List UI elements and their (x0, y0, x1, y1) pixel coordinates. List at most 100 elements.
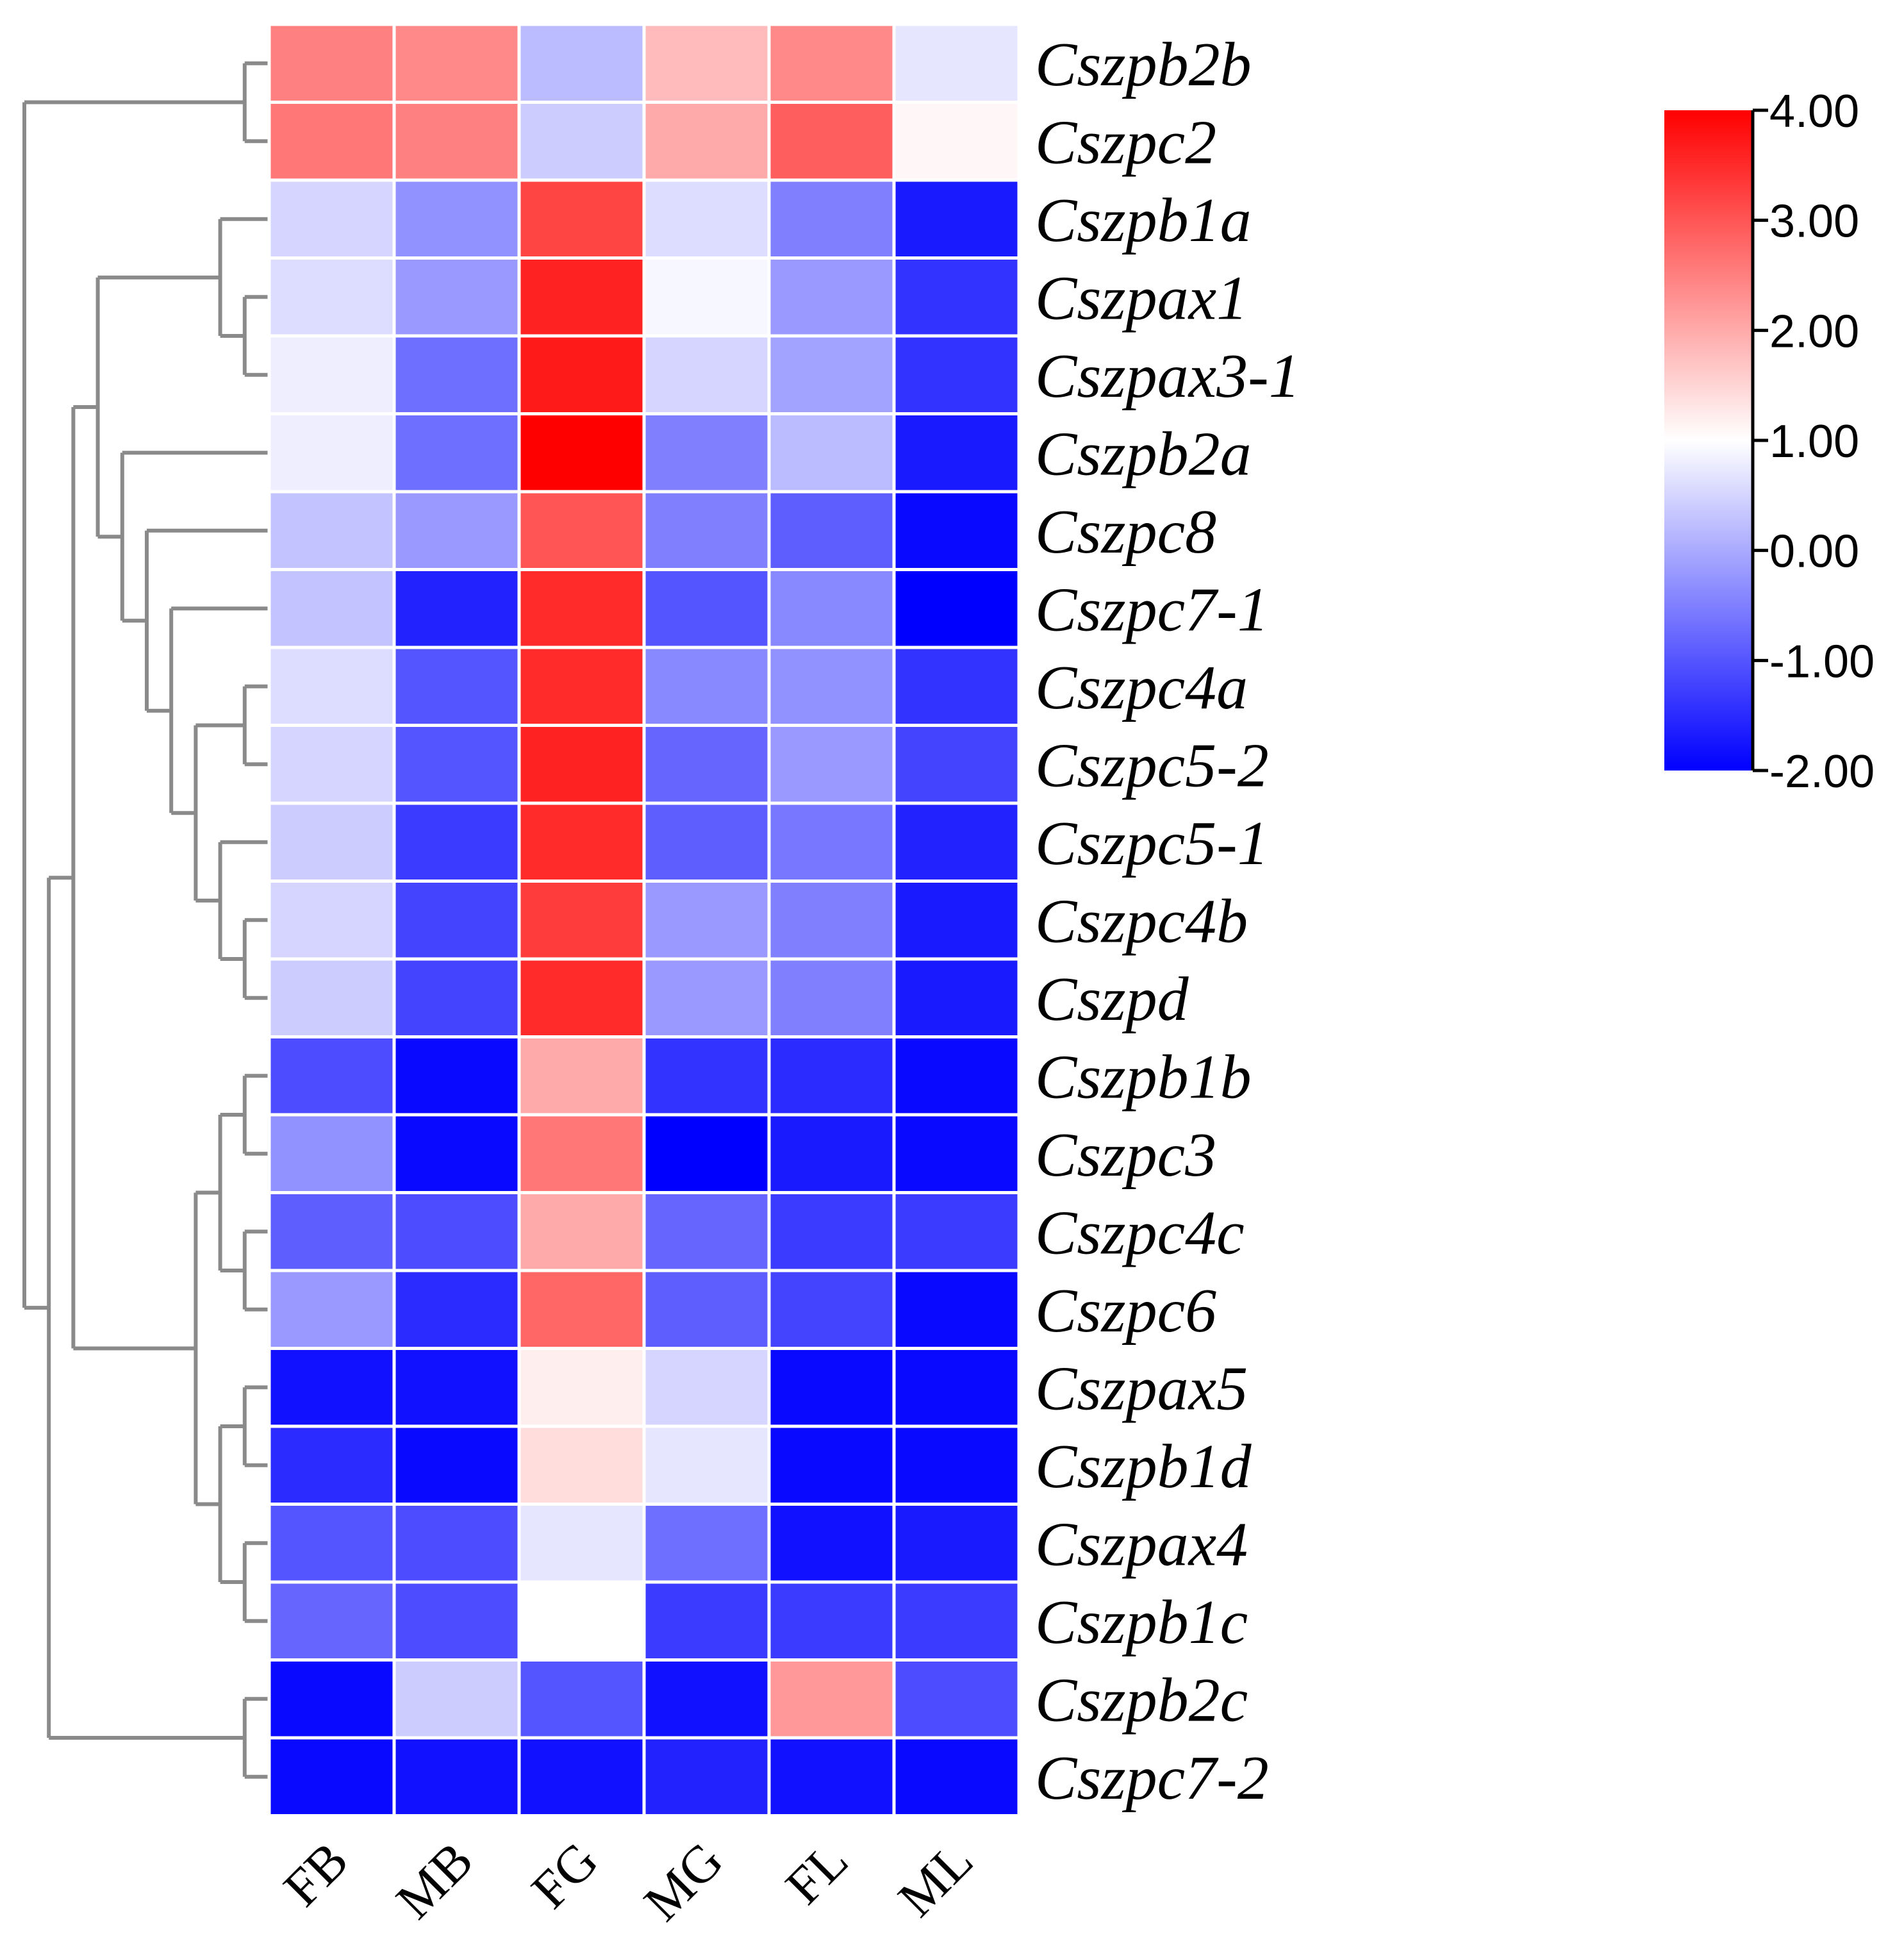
cell-cszpax4-fb (267, 1503, 396, 1584)
row-label-cszpax4: Cszpax4 (1035, 1510, 1248, 1579)
cell-cszpax3-1-mg (642, 334, 771, 415)
cell-cszpc3-mb (392, 1113, 521, 1194)
cell-cszpc4b-mb (392, 879, 521, 961)
cell-cszpc7-1-fl (767, 568, 896, 649)
cell-cszpc5-2-fg (517, 724, 646, 805)
cell-cszpax1-ml (892, 256, 1021, 338)
cell-cszpc8-ml (892, 490, 1021, 571)
cell-cszpb1c-ml (892, 1580, 1021, 1662)
colorbar-tick-label: 0.00 (1769, 526, 1859, 578)
cell-cszpb1c-fg (517, 1580, 646, 1662)
colorbar-tick-label: -1.00 (1769, 636, 1875, 687)
cell-cszpb1d-fg (517, 1424, 646, 1506)
cell-cszpax3-1-fl (767, 334, 896, 415)
row-label-cszpc4c: Cszpc4c (1035, 1198, 1245, 1267)
cell-cszpc5-2-fl (767, 724, 896, 805)
cell-cszpb2a-mb (392, 412, 521, 494)
row-label-cszpb2a: Cszpb2a (1035, 419, 1252, 488)
cell-cszpax4-fl (767, 1503, 896, 1584)
cell-cszpb2b-mb (392, 22, 521, 104)
column-label-fl: FL (774, 1831, 859, 1915)
cell-cszpb1b-ml (892, 1035, 1021, 1117)
cell-cszpc8-mg (642, 490, 771, 571)
cell-cszpc2-mg (642, 101, 771, 182)
column-label-mg: MG (633, 1831, 734, 1932)
cell-cszpb1a-fb (267, 178, 396, 260)
cell-cszpc4c-mb (392, 1191, 521, 1272)
cell-cszpd-ml (892, 957, 1021, 1038)
cell-cszpc7-1-mg (642, 568, 771, 649)
row-label-cszpc4b: Cszpc4b (1035, 887, 1248, 956)
cell-cszpc7-2-fb (267, 1736, 396, 1817)
cell-cszpb2a-fb (267, 412, 396, 494)
row-label-cszpc7-1: Cszpc7-1 (1035, 575, 1269, 644)
cell-cszpd-fb (267, 957, 396, 1038)
row-label-cszpc5-2: Cszpc5-2 (1035, 731, 1269, 800)
row-label-cszpc4a: Cszpc4a (1035, 653, 1248, 722)
cell-cszpc4c-ml (892, 1191, 1021, 1272)
cell-cszpax1-mg (642, 256, 771, 338)
row-labels: Cszpb2b Cszpc2 Cszpb1a Cszpax1 Cszpax3-1 Cszp… (1035, 30, 1300, 1813)
cell-cszpc4c-fb (267, 1191, 396, 1272)
cell-cszpb2a-fl (767, 412, 896, 494)
cell-cszpc5-1-fb (267, 801, 396, 883)
cell-cszpc4a-fl (767, 646, 896, 727)
cell-cszpax3-1-ml (892, 334, 1021, 415)
row-label-cszpax3-1: Cszpax3-1 (1035, 342, 1300, 411)
cell-cszpax5-fg (517, 1347, 646, 1428)
row-label-cszpb2c: Cszpb2c (1035, 1665, 1248, 1735)
cell-cszpc7-1-fg (517, 568, 646, 649)
row-label-cszpc7-2: Cszpc7-2 (1035, 1744, 1269, 1813)
cell-cszpb1a-fl (767, 178, 896, 260)
cell-cszpc8-fg (517, 490, 646, 571)
colorbar-tick-label: 4.00 (1769, 86, 1859, 137)
cell-cszpc4b-ml (892, 879, 1021, 961)
cell-cszpb1b-fb (267, 1035, 396, 1117)
cell-cszpc8-mb (392, 490, 521, 571)
cell-cszpb1d-ml (892, 1424, 1021, 1506)
cell-cszpax1-fg (517, 256, 646, 338)
cell-cszpax3-1-fb (267, 334, 396, 415)
cell-cszpc8-fb (267, 490, 396, 571)
colorbar-tick-label: 3.00 (1769, 196, 1859, 247)
cell-cszpax4-fg (517, 1503, 646, 1584)
cell-cszpax4-ml (892, 1503, 1021, 1584)
cell-cszpd-mg (642, 957, 771, 1038)
cell-cszpax5-ml (892, 1347, 1021, 1428)
cell-cszpc4c-mg (642, 1191, 771, 1272)
cell-cszpc3-ml (892, 1113, 1021, 1194)
cell-cszpax1-fb (267, 256, 396, 338)
row-label-cszpc5-1: Cszpc5-1 (1035, 809, 1269, 878)
cell-cszpax4-mg (642, 1503, 771, 1584)
cell-cszpc5-2-mg (642, 724, 771, 805)
row-dendrogram (22, 61, 269, 1779)
cell-cszpc2-fb (267, 101, 396, 182)
cell-cszpc4b-fl (767, 879, 896, 961)
cell-cszpb1b-fg (517, 1035, 646, 1117)
cell-cszpc7-1-fb (267, 568, 396, 649)
cell-cszpb2b-fl (767, 22, 896, 104)
cell-cszpb2c-fb (267, 1658, 396, 1740)
cell-cszpax5-mg (642, 1347, 771, 1428)
cell-cszpax3-1-mb (392, 334, 521, 415)
cell-cszpc5-1-ml (892, 801, 1021, 883)
cell-cszpb1a-mb (392, 178, 521, 260)
cell-cszpc2-fg (517, 101, 646, 182)
cell-cszpb1d-fl (767, 1424, 896, 1506)
cell-cszpax1-fl (767, 256, 896, 338)
cell-cszpc5-2-fb (267, 724, 396, 805)
cell-cszpax5-fb (267, 1347, 396, 1428)
colorbar: 4.00 3.00 2.00 1.00 0.00 -1.00 -2.00 (1664, 86, 1875, 797)
cell-cszpb2c-ml (892, 1658, 1021, 1740)
row-label-cszpc3: Cszpc3 (1035, 1121, 1216, 1190)
cell-cszpc4a-ml (892, 646, 1021, 727)
cell-cszpc3-fl (767, 1113, 896, 1194)
cell-cszpc5-2-mb (392, 724, 521, 805)
colorbar-gradient (1664, 110, 1753, 771)
cell-cszpb1d-mg (642, 1424, 771, 1506)
cell-cszpc6-mb (392, 1269, 521, 1350)
row-label-cszpc8: Cszpc8 (1035, 497, 1216, 567)
cell-cszpc7-2-fg (517, 1736, 646, 1817)
cell-cszpax4-mb (392, 1503, 521, 1584)
